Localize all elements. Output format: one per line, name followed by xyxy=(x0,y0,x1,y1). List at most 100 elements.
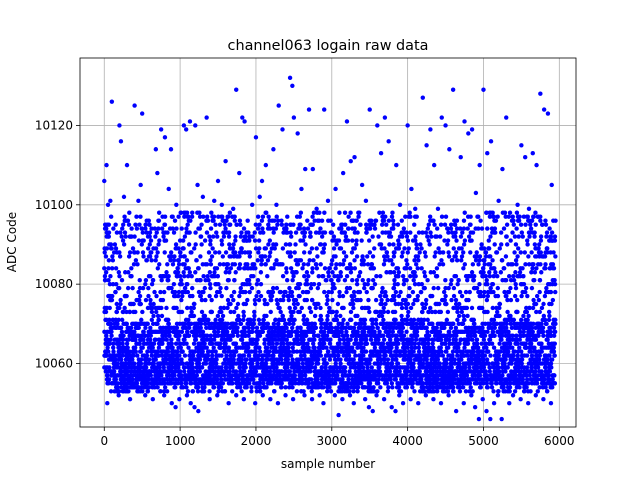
data-point xyxy=(243,289,248,295)
data-point xyxy=(443,365,449,370)
data-point xyxy=(167,329,172,334)
data-point xyxy=(276,361,282,366)
data-point xyxy=(415,246,420,251)
data-point xyxy=(245,218,250,223)
data-point xyxy=(120,353,125,358)
data-point xyxy=(405,313,411,319)
data-point xyxy=(227,242,232,247)
data-point xyxy=(279,385,284,390)
data-point xyxy=(454,226,460,231)
data-point xyxy=(195,389,201,394)
data-point xyxy=(251,321,257,327)
data-point xyxy=(113,357,118,362)
data-point xyxy=(218,305,223,311)
data-point xyxy=(324,345,329,350)
data-point xyxy=(474,381,479,386)
data-point xyxy=(437,361,442,366)
data-point xyxy=(226,230,232,235)
data-point xyxy=(347,369,352,374)
data-point xyxy=(413,274,418,279)
data-point xyxy=(213,317,218,323)
data-point xyxy=(198,234,204,239)
data-point xyxy=(257,246,262,251)
data-point xyxy=(143,277,149,283)
data-point xyxy=(383,289,388,295)
data-point xyxy=(336,238,342,243)
data-point xyxy=(476,214,481,219)
data-point xyxy=(237,218,243,223)
data-point xyxy=(115,321,120,327)
data-point xyxy=(214,266,220,271)
data-point xyxy=(178,345,183,350)
data-point xyxy=(398,389,404,394)
data-point xyxy=(169,341,174,346)
data-point xyxy=(302,274,307,279)
data-point xyxy=(180,349,185,354)
data-point xyxy=(204,230,210,235)
data-point xyxy=(460,349,466,354)
data-point xyxy=(232,218,237,223)
data-point xyxy=(459,293,465,299)
data-point xyxy=(108,321,114,327)
data-point xyxy=(272,262,278,267)
data-point xyxy=(346,341,351,346)
data-point xyxy=(308,230,313,235)
data-point xyxy=(150,345,155,350)
data-point xyxy=(228,337,233,342)
data-point xyxy=(340,262,346,267)
data-point xyxy=(250,329,255,334)
data-point xyxy=(451,246,456,251)
data-point xyxy=(434,234,439,239)
data-point xyxy=(182,214,187,219)
data-point xyxy=(399,254,405,259)
data-point xyxy=(342,369,348,374)
data-point xyxy=(253,266,258,271)
data-point xyxy=(346,377,351,382)
data-point xyxy=(236,377,241,382)
data-point xyxy=(442,238,447,243)
data-point xyxy=(425,353,431,358)
data-point xyxy=(109,246,114,251)
data-point xyxy=(218,341,223,346)
data-point xyxy=(315,285,321,291)
data-point xyxy=(399,305,405,311)
data-point xyxy=(256,250,261,255)
data-point xyxy=(273,345,278,350)
data-point xyxy=(471,277,476,283)
data-point xyxy=(416,258,421,263)
data-point xyxy=(179,373,184,378)
data-point xyxy=(396,246,402,251)
data-point xyxy=(161,389,167,394)
data-point xyxy=(476,226,481,231)
data-point xyxy=(269,293,275,299)
data-point xyxy=(416,341,422,346)
data-point xyxy=(186,317,191,323)
data-point xyxy=(474,250,479,255)
data-point xyxy=(197,357,203,362)
data-point xyxy=(214,357,219,362)
data-point xyxy=(279,353,285,358)
data-point xyxy=(238,234,244,239)
data-point xyxy=(131,262,137,267)
data-point xyxy=(468,333,474,338)
data-point xyxy=(364,341,370,346)
data-point xyxy=(375,325,380,331)
data-point xyxy=(103,277,108,283)
data-point xyxy=(270,289,276,295)
data-point xyxy=(303,333,309,338)
data-point xyxy=(193,230,198,235)
data-point xyxy=(423,301,429,307)
data-point xyxy=(337,337,343,342)
data-point xyxy=(412,281,418,287)
data-point xyxy=(291,341,297,346)
data-point xyxy=(285,214,290,219)
data-point xyxy=(218,385,224,390)
data-point xyxy=(132,329,137,334)
data-point xyxy=(413,345,418,350)
data-point xyxy=(171,281,177,287)
data-point xyxy=(102,266,107,271)
data-point xyxy=(450,258,455,263)
data-point xyxy=(297,341,302,346)
data-point xyxy=(296,361,301,366)
data-point xyxy=(423,254,428,259)
